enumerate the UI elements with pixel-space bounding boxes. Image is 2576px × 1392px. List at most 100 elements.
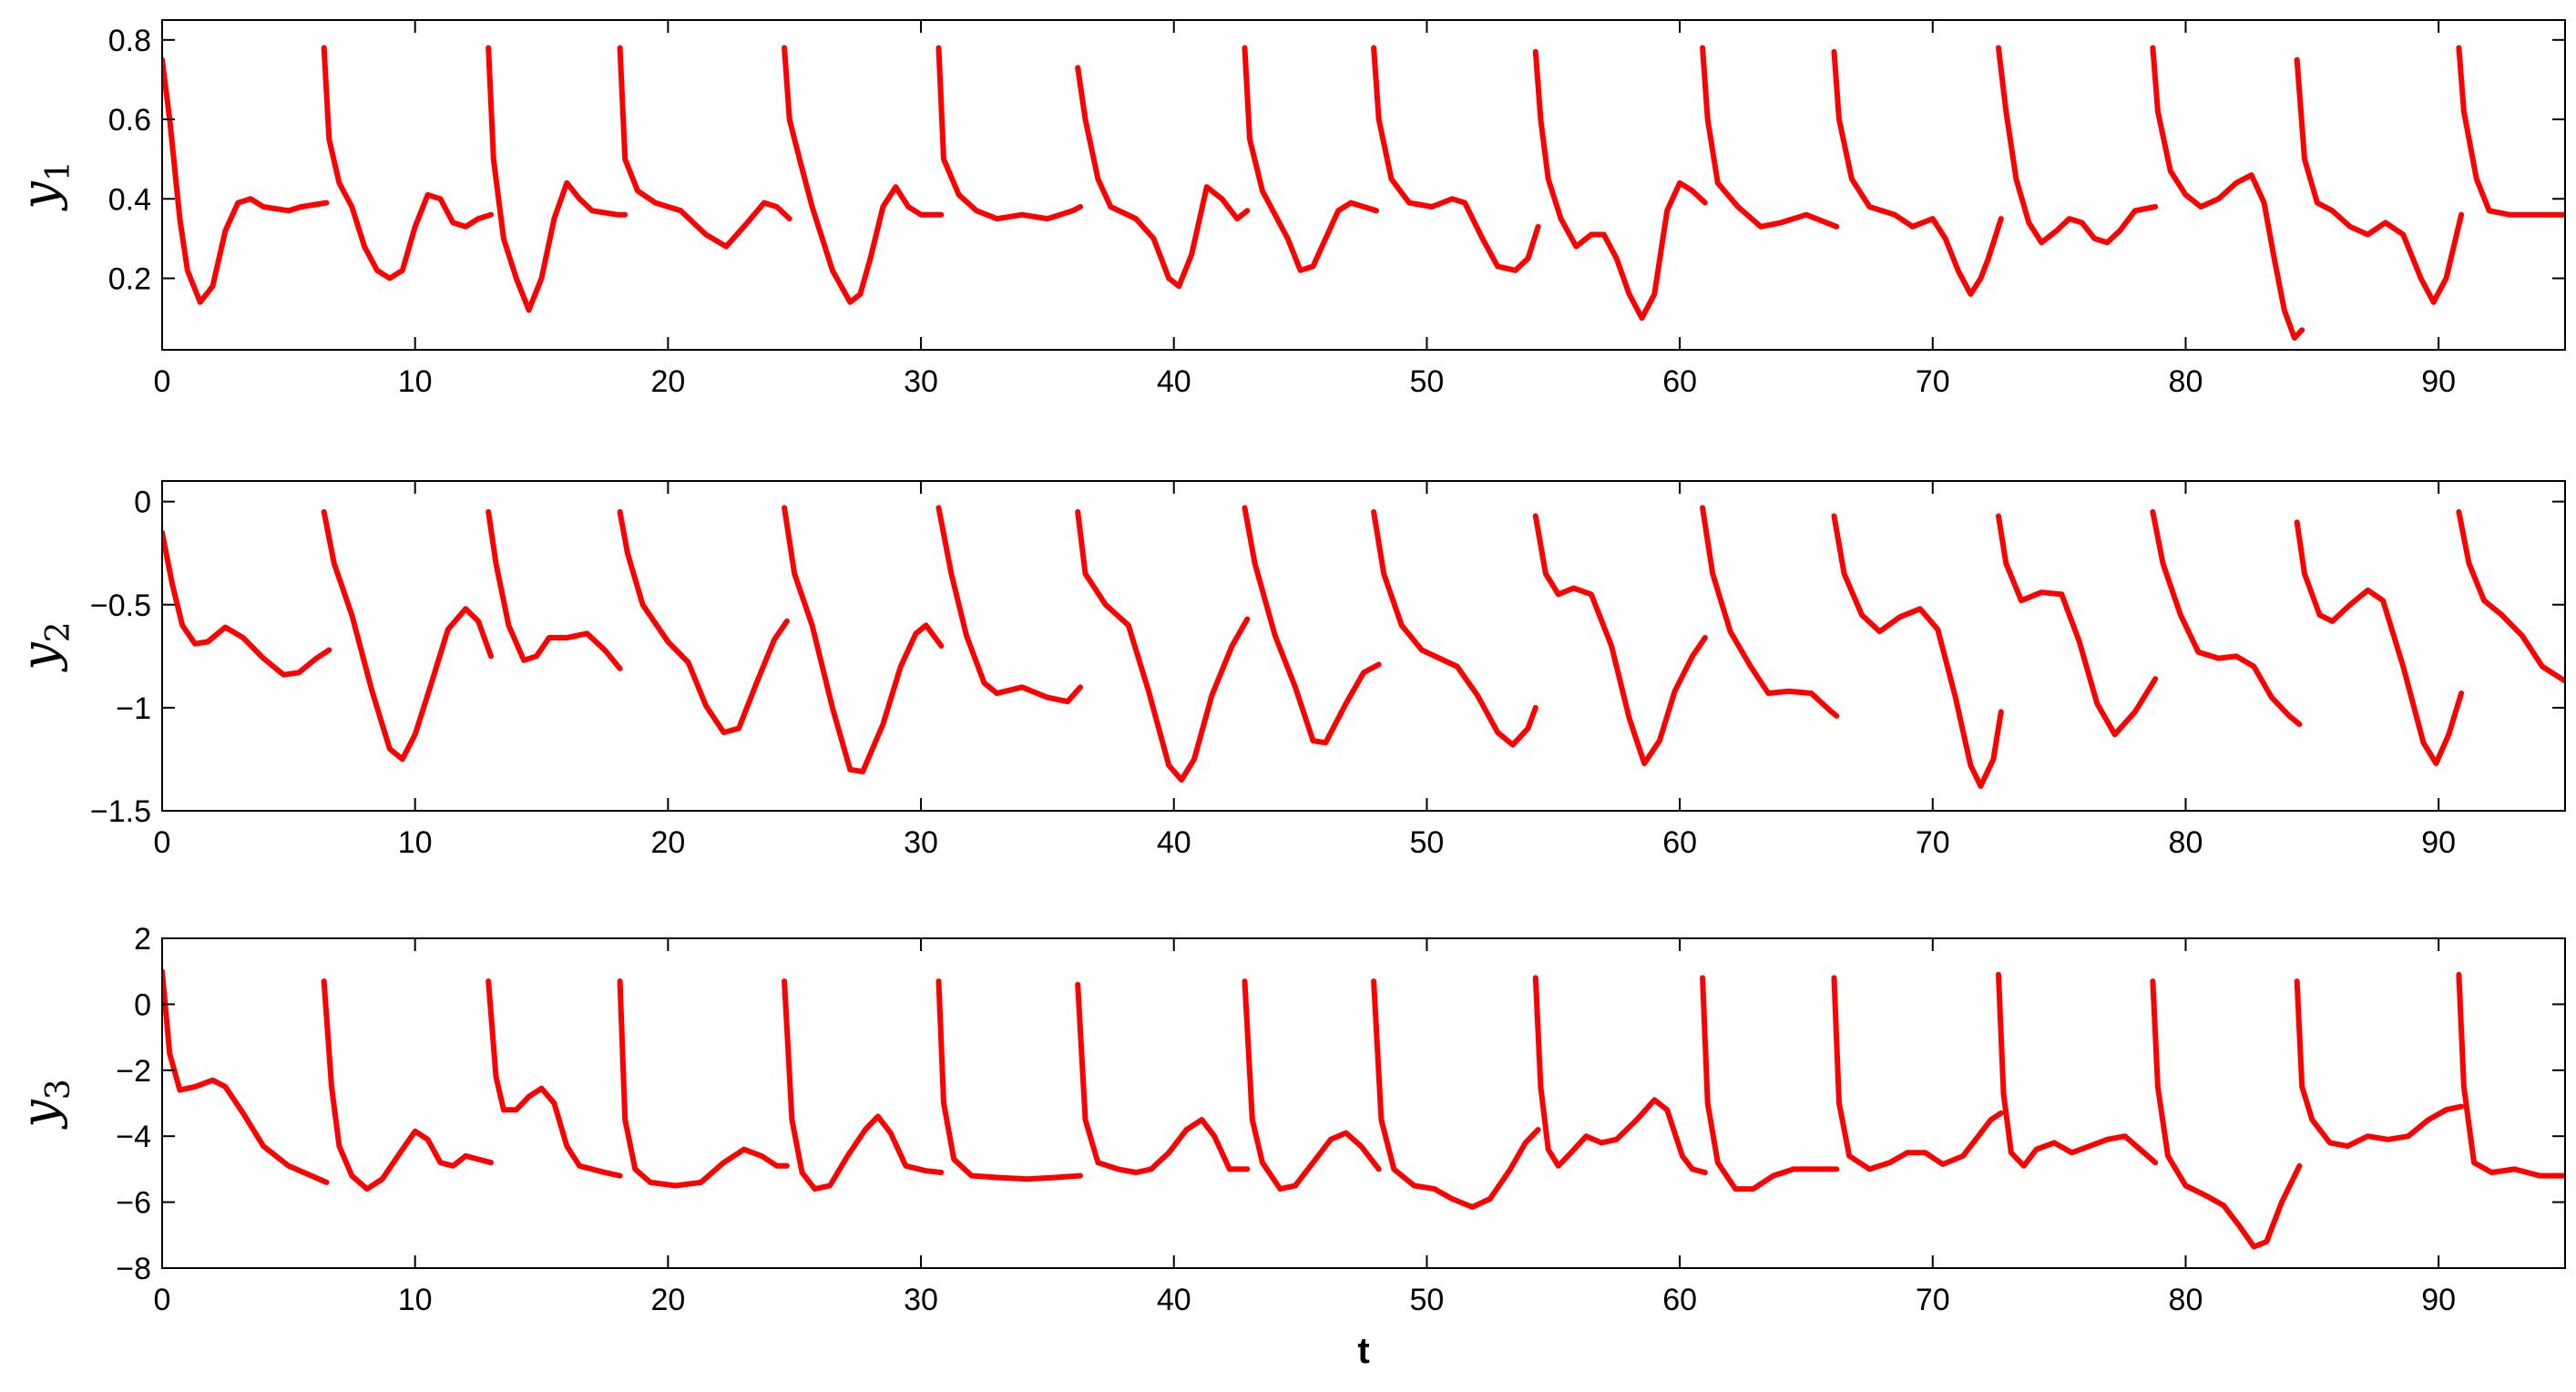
series-segment (1700, 505, 1840, 719)
y-tick-label: 0 (134, 988, 151, 1022)
x-tick-label: 0 (154, 825, 171, 860)
x-tick-label: 60 (1662, 825, 1697, 860)
series-segment (2456, 971, 2565, 1179)
x-tick-label: 40 (1157, 825, 1191, 860)
series-segment (935, 978, 1083, 1182)
series-segment (1532, 513, 1708, 766)
series-segment (2294, 56, 2465, 305)
series-segment (1371, 45, 1541, 273)
series-segment (617, 45, 792, 250)
series-segment (2456, 508, 2565, 684)
series-segment (2456, 45, 2565, 218)
series-lines (162, 45, 2565, 341)
series-lines (162, 968, 2565, 1250)
series-segment (1700, 45, 1840, 230)
y-axis-label: y3 (11, 1079, 77, 1129)
panel-3: 0 10 20 30 40 50 60 70 80 90 −8 −6 −4 −2 0 2 y3 t (11, 922, 2566, 1371)
x-tick-label: 70 (1916, 1283, 1950, 1317)
y-tick-label: −2 (116, 1054, 151, 1089)
x-tick-label: 90 (2421, 1283, 2456, 1317)
x-tick-label: 70 (1916, 825, 1950, 860)
series-segment (162, 529, 332, 678)
axes-box (161, 19, 2566, 351)
y-axis-label: y2 (11, 621, 77, 671)
y-tick-label: 0.6 (108, 103, 151, 138)
series-segment (1831, 48, 2004, 297)
series-segment (2150, 508, 2303, 727)
x-tick-label: 80 (2169, 825, 2203, 860)
x-tick-label: 40 (1157, 364, 1191, 399)
series-segment (1831, 513, 2004, 789)
series-segment (1242, 978, 1382, 1192)
series-segment (935, 45, 1083, 222)
series-segment (1075, 981, 1251, 1175)
series-segment (1242, 45, 1379, 273)
x-tick-label: 60 (1662, 1283, 1697, 1317)
x-tick-label: 0 (154, 364, 171, 399)
x-axis-label: t (1357, 1331, 1369, 1371)
y-tick-label: 0.2 (108, 261, 151, 296)
y-tick-label: −0.5 (90, 589, 151, 623)
x-tick-label: 70 (1916, 364, 1950, 399)
x-tick-label: 60 (1662, 364, 1697, 399)
series-segment (1996, 513, 2159, 738)
series-segment (782, 978, 945, 1192)
series-segment (1996, 971, 2159, 1169)
x-tick-label: 30 (904, 364, 938, 399)
x-tick-label: 0 (154, 1283, 171, 1317)
series-segment (162, 968, 330, 1185)
series-lines (162, 505, 2565, 789)
x-tick-label: 50 (1410, 825, 1445, 860)
series-segment (2150, 978, 2303, 1250)
series-segment (782, 505, 945, 774)
series-segment (1371, 978, 1541, 1210)
x-tick-label: 10 (398, 364, 433, 399)
y-tick-label: 0.4 (108, 182, 151, 217)
series-segment (2294, 978, 2465, 1150)
series-segment (162, 56, 330, 305)
series-segment (486, 45, 629, 313)
series-segment (1371, 508, 1538, 748)
x-tick-label: 20 (650, 1283, 685, 1317)
series-segment (1075, 508, 1251, 783)
y-tick-label: −4 (116, 1120, 151, 1154)
y-tick-label: 0.8 (108, 24, 151, 58)
panel-2: 0 10 20 30 40 50 60 70 80 90 −1.5 −1 −0.5 0 y2 (11, 480, 2566, 860)
series-segment (617, 978, 790, 1189)
y-tick-label: 2 (134, 922, 151, 957)
x-tick-label: 50 (1410, 364, 1445, 399)
x-tick-label: 50 (1410, 1283, 1445, 1317)
y-tick-label: 0 (134, 486, 151, 520)
series-segment (1532, 48, 1708, 322)
series-segment (1242, 505, 1382, 746)
series-segment (782, 45, 945, 305)
series-segment (2294, 519, 2465, 766)
series-segment (935, 505, 1083, 705)
x-tick-label: 80 (2169, 1283, 2203, 1317)
panel-1: 0 10 20 30 40 50 60 70 80 90 0.2 0.4 0.6 0.8 y1 (11, 19, 2566, 399)
y-tick-label: −6 (116, 1186, 151, 1221)
series-segment (1996, 45, 2159, 246)
series-segment (486, 978, 623, 1179)
y-tick-label: −1 (116, 691, 151, 726)
x-tick-label: 40 (1157, 1283, 1191, 1317)
series-segment (486, 508, 623, 671)
x-tick-label: 30 (904, 825, 938, 860)
y-tick-label: −1.5 (90, 794, 151, 829)
x-tick-label: 90 (2421, 364, 2456, 399)
x-tick-label: 20 (650, 364, 685, 399)
series-segment (1075, 65, 1251, 290)
x-tick-label: 80 (2169, 364, 2203, 399)
series-segment (1700, 975, 1840, 1192)
series-segment (321, 978, 494, 1192)
series-segment (321, 508, 494, 763)
x-tick-label: 30 (904, 1283, 938, 1317)
series-segment (321, 45, 494, 281)
x-tick-label: 90 (2421, 825, 2456, 860)
series-segment (2150, 45, 2305, 341)
x-tick-label: 10 (398, 1283, 433, 1317)
y-axis-label: y1 (11, 160, 77, 210)
x-tick-label: 10 (398, 825, 433, 860)
series-segment (1532, 975, 1708, 1175)
